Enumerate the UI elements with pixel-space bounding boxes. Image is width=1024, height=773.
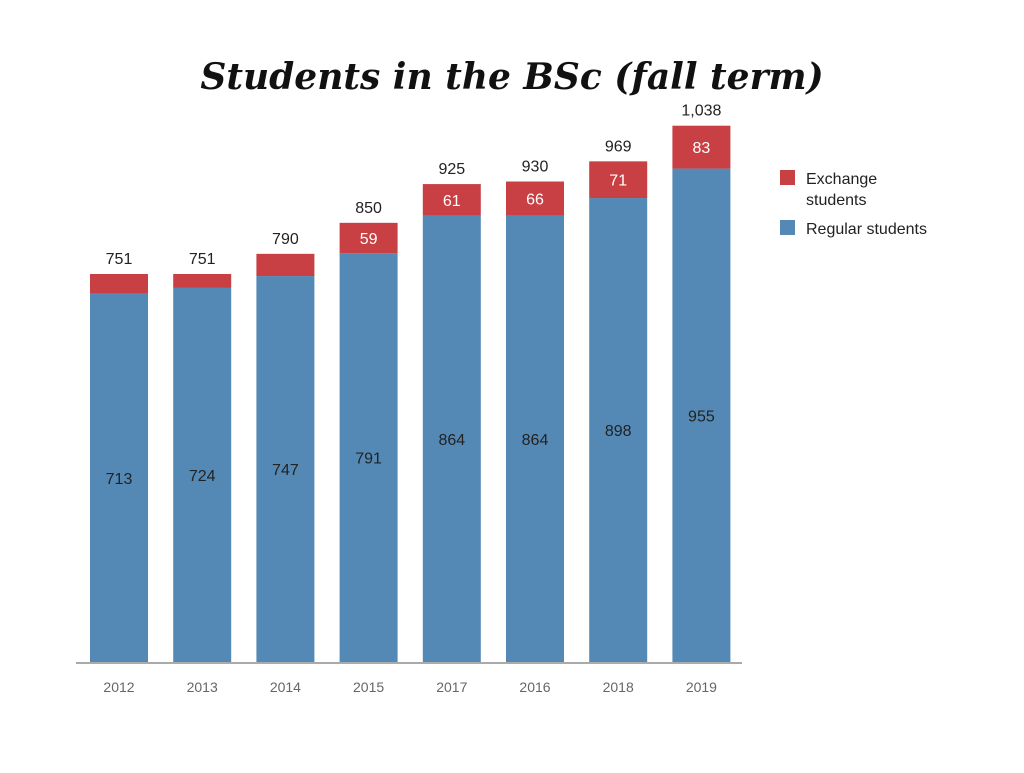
data-label: 791: [355, 451, 382, 468]
x-tick-label: 2015: [353, 679, 384, 695]
bar-exchange-2017: [422, 184, 481, 216]
x-tick-label: 2016: [519, 679, 550, 695]
data-label: 955: [688, 408, 715, 425]
legend-label: Exchange: [806, 171, 877, 188]
x-tick-label: 2014: [270, 679, 301, 695]
data-label: 61: [443, 193, 461, 210]
legend-swatch-exchange: [780, 170, 795, 185]
total-label: 969: [605, 138, 632, 155]
total-label: 850: [355, 200, 382, 217]
x-tick-label: 2019: [686, 679, 717, 695]
data-label: 66: [526, 192, 544, 209]
data-label: 724: [189, 468, 216, 485]
data-label: 83: [693, 140, 711, 157]
bar-regular-2015: [339, 253, 398, 663]
bar-regular-2012: [90, 293, 148, 662]
data-label: 713: [106, 471, 133, 488]
bar-exchange-2019: [672, 125, 731, 169]
data-label: 71: [609, 173, 627, 190]
total-label: 751: [106, 251, 133, 268]
total-label: 1,038: [681, 103, 721, 120]
total-label: 930: [522, 159, 549, 176]
x-tick-label: 2018: [603, 679, 634, 695]
bar-regular-2016: [506, 215, 564, 662]
data-label: 59: [360, 231, 378, 248]
total-label: 925: [438, 161, 465, 178]
bar-regular-2014: [256, 276, 315, 662]
legend-swatch-regular: [780, 220, 795, 235]
legend-label: Regular students: [806, 221, 927, 238]
data-label: 747: [272, 462, 299, 479]
x-tick-label: 2012: [103, 679, 134, 695]
bar-regular-2019: [672, 168, 731, 663]
bar-exchange-2013: [173, 273, 232, 288]
bar-exchange-2016: [506, 181, 564, 216]
x-tick-label: 2017: [436, 679, 467, 695]
data-label: 864: [438, 432, 465, 449]
bar-exchange-2014: [256, 253, 315, 277]
data-label: 864: [522, 432, 549, 449]
x-tick-label: 2013: [187, 679, 218, 695]
data-label: 898: [605, 423, 632, 440]
bar-regular-2017: [422, 215, 481, 662]
bar-exchange-2018: [589, 161, 648, 199]
bar-regular-2013: [173, 287, 232, 662]
total-label: 790: [272, 231, 299, 248]
legend-label: students: [806, 192, 866, 209]
bar-regular-2018: [589, 198, 648, 663]
bar-exchange-2012: [90, 273, 148, 294]
chart-title: Students in the BSc (fall term): [200, 56, 824, 98]
bar-exchange-2015: [339, 222, 398, 254]
total-label: 751: [189, 251, 216, 268]
